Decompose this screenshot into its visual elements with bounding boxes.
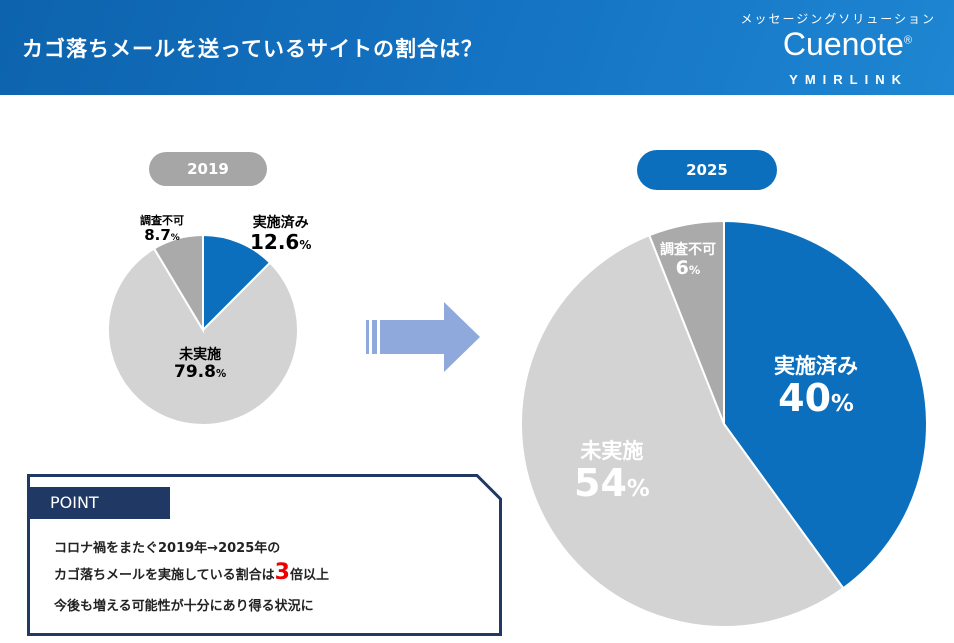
point-line-1: コロナ禍をまたぐ2019年→2025年の: [54, 541, 281, 556]
label-2025-not-done: 未実施 54%: [574, 439, 650, 506]
label-2019-not-done: 未実施 79.8%: [174, 347, 227, 383]
pie-slice-2025-not-done: [520, 233, 845, 628]
cuenote-logo: Cuenote®: [782, 26, 912, 62]
pie-slice-2019-unknown: [152, 233, 204, 334]
page-title: カゴ落ちメールを送っているサイトの割合は？: [22, 37, 483, 61]
arrow-icon: [366, 302, 480, 372]
pie-slice-2019-done: [202, 233, 272, 333]
label-2025-done: 実施済み 40%: [774, 354, 858, 421]
label-2019-done: 実施済み 12.6%: [250, 215, 312, 255]
point-line-2: カゴ落ちメールを実施している割合は3倍以上: [54, 560, 329, 585]
year-pill-2025: 2025: [637, 150, 777, 190]
header-banner: カゴ落ちメールを送っているサイトの割合は？ メッセージングソリューション Cue…: [0, 0, 954, 95]
label-2019-unknown: 調査不可 8.7%: [140, 214, 184, 245]
point-line-3: 今後も増える可能性が十分にあり得る状況に: [54, 599, 314, 614]
pie-slice-2025-done: [723, 219, 928, 590]
pie-slice-2025-unknown: [647, 219, 725, 425]
pie-slice-2019-not-done: [107, 247, 299, 426]
year-pill-2019: 2019: [149, 152, 267, 186]
tagline: メッセージングソリューション: [740, 12, 936, 26]
point-heading: POINT: [30, 487, 170, 519]
company-logo: YMIRLINK: [789, 72, 908, 87]
label-2025-unknown: 調査不可 6%: [660, 242, 716, 280]
